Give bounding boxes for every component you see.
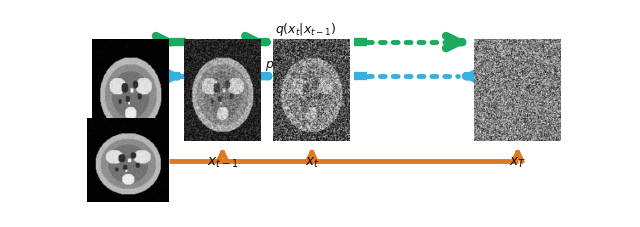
Text: $q(x_t|x_{t-1})$: $q(x_t|x_{t-1})$ — [275, 21, 337, 38]
Text: $x_t$: $x_t$ — [305, 156, 319, 170]
Text: $y$: $y$ — [123, 93, 134, 109]
Text: $p_\theta(x_{t-1}|x_t, y)$: $p_\theta(x_{t-1}|x_t, y)$ — [265, 56, 346, 73]
Text: $x_0$: $x_0$ — [123, 156, 139, 170]
Text: $x_{t-1}$: $x_{t-1}$ — [207, 156, 238, 170]
Text: $x_T$: $x_T$ — [509, 156, 526, 170]
